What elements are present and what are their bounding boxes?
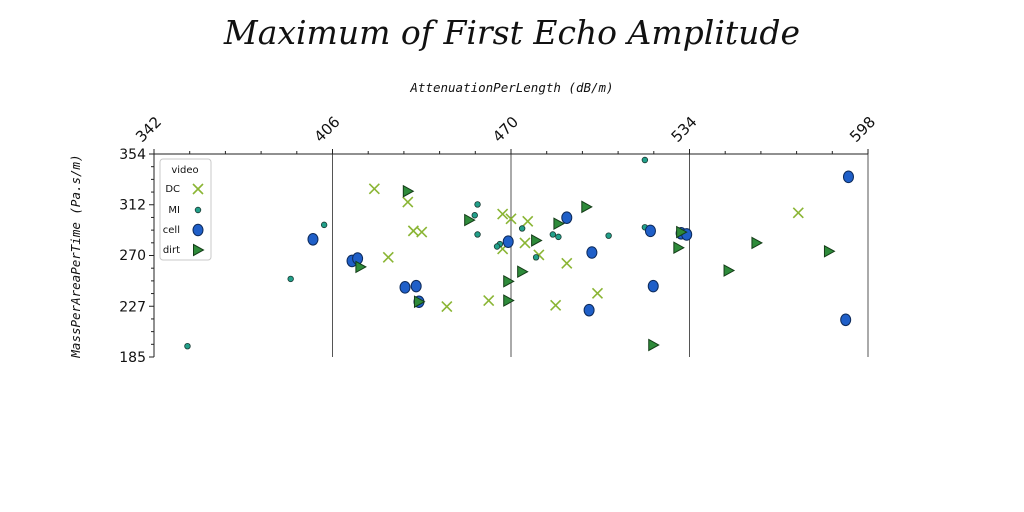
data-point-dirt: [673, 241, 685, 255]
data-point-cell: [410, 279, 422, 293]
data-point-dc: [416, 226, 428, 238]
legend-label-mi: MI: [168, 205, 180, 216]
data-point-dirt: [531, 234, 543, 247]
marker-stroke: [416, 226, 428, 238]
data-point-dirt: [413, 295, 426, 309]
data-point-dirt: [553, 217, 565, 231]
data-point-dc: [382, 251, 394, 263]
marker-stroke: [505, 213, 517, 225]
marker-stroke: [561, 257, 573, 269]
data-point-mi: [474, 231, 481, 238]
data-point-dirt: [676, 225, 688, 239]
data-point-dc: [497, 208, 509, 220]
marker-stroke: [441, 300, 453, 313]
data-point-dc: [519, 237, 531, 249]
data-point-cell: [586, 246, 598, 259]
data-point-dc: [792, 207, 804, 219]
legend-label-dc: DC: [165, 184, 180, 195]
data-point-dirt: [723, 264, 736, 277]
legend: video DC MI cell dirt: [159, 158, 212, 261]
marker-stroke: [591, 287, 604, 299]
data-point-dirt: [581, 200, 593, 214]
y-tick-label: 227: [119, 300, 146, 316]
data-point-cell: [399, 281, 411, 294]
data-point-dc: [368, 183, 380, 195]
data-point-dirt: [464, 213, 476, 227]
y-tick-label: 185: [119, 350, 146, 366]
marker-stroke: [402, 196, 414, 208]
data-point-mi: [184, 342, 191, 350]
series-dirt: [355, 184, 836, 352]
legend-markers: [192, 183, 205, 257]
data-point-dirt: [402, 184, 415, 198]
data-point-mi: [493, 243, 501, 250]
marker-stroke: [792, 207, 804, 219]
marker-stroke: [522, 215, 534, 227]
data-point-dirt: [355, 260, 367, 274]
grid-lines: [332, 154, 869, 357]
data-point-dc: [441, 300, 453, 313]
data-point-cell: [644, 224, 656, 238]
data-point-dirt: [648, 338, 660, 352]
data-point-mi: [532, 254, 540, 261]
data-point-mi: [320, 221, 328, 229]
data-points: [184, 156, 854, 352]
data-point-mi: [641, 156, 649, 164]
legend-label-cell: cell: [163, 225, 180, 236]
data-point-mi: [549, 231, 557, 238]
legend-title: video: [171, 165, 198, 176]
data-point-cell: [583, 303, 595, 317]
data-point-dc: [550, 299, 562, 311]
data-point-cell: [647, 279, 659, 293]
marker-stroke: [483, 294, 495, 307]
axes: [149, 149, 869, 358]
data-point-cell: [502, 235, 514, 248]
data-point-dc: [561, 257, 573, 269]
legend-marker-dc: [192, 183, 204, 195]
data-point-cell: [307, 232, 319, 246]
data-point-dirt: [823, 244, 836, 258]
data-point-dirt: [751, 236, 763, 250]
marker-stroke: [497, 208, 509, 220]
marker-stroke: [192, 183, 204, 195]
legend-label-dirt: dirt: [163, 245, 180, 256]
data-point-dirt: [503, 274, 515, 288]
legend-marker-mi: [194, 206, 202, 214]
data-point-dc: [402, 196, 414, 208]
data-point-dirt: [517, 265, 529, 279]
data-point-cell: [840, 313, 852, 327]
data-point-mi: [287, 275, 294, 283]
data-point-dc: [591, 287, 604, 299]
marker-stroke: [550, 299, 562, 311]
y-tick-label: 270: [119, 248, 146, 264]
legend-marker-dirt: [193, 243, 205, 257]
data-point-mi: [474, 201, 481, 208]
data-point-dc: [505, 213, 517, 225]
y-tick-label: 312: [119, 197, 146, 213]
data-point-dc: [522, 215, 534, 227]
data-point-cell: [561, 211, 573, 224]
y-tick-label: 354: [119, 147, 146, 163]
marker-stroke: [519, 237, 531, 249]
x-axis-label: AttenuationPerLength (dB/m): [409, 80, 613, 95]
chart-title: Maximum of First Echo Amplitude: [223, 13, 800, 52]
data-point-dc: [483, 294, 495, 307]
marker-stroke: [382, 251, 394, 263]
marker-stroke: [368, 183, 380, 195]
data-point-cell: [842, 170, 854, 184]
data-point-dirt: [503, 294, 515, 307]
data-point-mi: [555, 233, 562, 241]
data-point-mi: [518, 225, 526, 232]
y-axis-label: MassPerAreaPerTime (Pa.s/m): [68, 154, 83, 358]
data-point-mi: [471, 212, 478, 219]
legend-marker-cell: [192, 223, 204, 237]
data-point-mi: [605, 232, 612, 239]
